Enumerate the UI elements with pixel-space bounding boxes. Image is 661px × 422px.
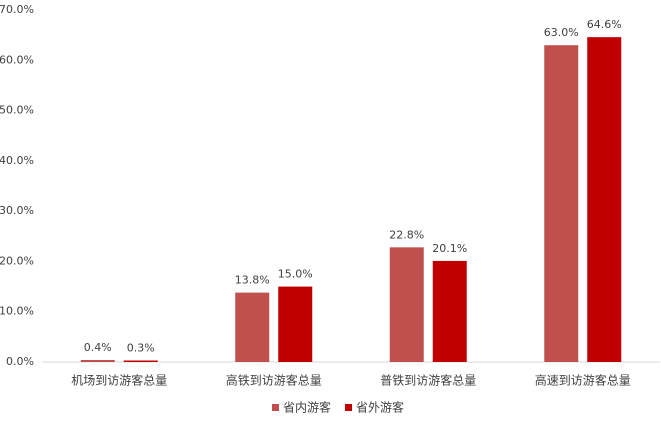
bar <box>544 45 579 362</box>
bar <box>432 260 467 362</box>
legend-swatch <box>345 404 353 411</box>
x-tick-label: 高速到访游客总量 <box>535 373 631 388</box>
data-label: 13.8% <box>235 274 270 287</box>
y-tick-label: 30.0% <box>0 204 34 217</box>
y-tick-label: 50.0% <box>0 104 34 117</box>
legend-swatch <box>272 404 279 411</box>
x-tick-label: 机场到访游客总量 <box>71 373 167 388</box>
data-label: 64.6% <box>587 18 622 31</box>
x-tick-label: 普铁到访游客总量 <box>380 373 476 388</box>
y-tick-label: 10.0% <box>0 305 34 318</box>
y-tick-label: 40.0% <box>0 154 34 167</box>
bar <box>80 359 115 362</box>
bar <box>389 247 424 362</box>
bar <box>278 286 313 362</box>
data-label: 63.0% <box>544 26 579 39</box>
data-label: 22.8% <box>389 228 424 241</box>
data-label: 0.4% <box>84 341 112 354</box>
legend-label: 省内游客 <box>283 400 331 415</box>
y-tick-label: 60.0% <box>0 53 34 66</box>
bar <box>123 360 158 362</box>
data-label: 20.1% <box>432 242 467 255</box>
legend-label: 省外游客 <box>356 400 404 415</box>
data-label: 15.0% <box>278 268 313 281</box>
data-label: 0.3% <box>127 341 155 354</box>
bar <box>235 292 270 362</box>
bar <box>587 37 622 362</box>
x-tick-label: 高铁到访游客总量 <box>226 373 322 388</box>
y-tick-label: 0.0% <box>6 355 34 368</box>
y-tick-label: 70.0% <box>0 3 34 16</box>
y-tick-label: 20.0% <box>0 254 34 267</box>
